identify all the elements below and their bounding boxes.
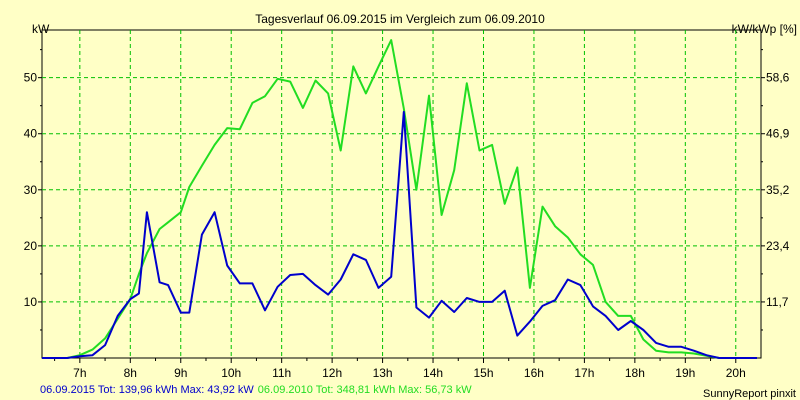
series-2010-line [42, 39, 757, 359]
x-tick-label: 14h [423, 366, 443, 380]
x-tick-label: 11h [272, 366, 291, 380]
y-tick-label: 20 [24, 239, 38, 253]
footer-2010-summary: 06.09.2010 Tot: 348,81 kWh Max: 56,73 kW [258, 384, 472, 396]
y2-tick-label: 46,9 [766, 127, 790, 141]
x-tick-label: 19h [675, 366, 695, 380]
y-tick-label: 10 [24, 295, 38, 309]
y-tick-label: 40 [24, 127, 38, 141]
x-tick-label: 16h [524, 366, 544, 380]
y2-tick-label: 35,2 [766, 183, 790, 197]
x-tick-label: 18h [625, 366, 645, 380]
y-tick-label: 50 [24, 71, 38, 85]
y2-tick-label: 58,6 [766, 71, 790, 85]
plot-area [41, 29, 762, 359]
footer-2015-summary: 06.09.2015 Tot: 139,96 kWh Max: 43,92 kW [40, 384, 254, 396]
series-2015-line [42, 110, 757, 359]
y2-tick-label: 23,4 [766, 239, 790, 253]
axis-ticks: 7h 8h 9h 10h 11h 12h 13h 14h 15h 16h 17h 18h 19h 20h 1… [24, 49, 790, 380]
x-tick-label: 12h [322, 366, 342, 380]
x-tick-label: 13h [373, 366, 393, 380]
x-tick-label: 7h [73, 366, 86, 380]
x-tick-label: 10h [221, 366, 241, 380]
chart-title: Tagesverlauf 06.09.2015 im Vergleich zum… [255, 12, 545, 26]
y-tick-label: 30 [24, 183, 38, 197]
x-tick-label: 20h [726, 366, 746, 380]
x-tick-label: 9h [174, 366, 187, 380]
x-tick-label: 15h [473, 366, 493, 380]
x-tick-label: 8h [124, 366, 137, 380]
x-tick-label: 17h [574, 366, 594, 380]
series-layer [42, 39, 757, 359]
right-axis-unit: kW/kWp [%] [732, 22, 797, 36]
y2-tick-label: 11,7 [766, 295, 789, 309]
footer-credit: SunnyReport pinxit [703, 388, 796, 400]
grid-lines [42, 30, 761, 358]
left-axis-unit: kW [32, 22, 50, 36]
